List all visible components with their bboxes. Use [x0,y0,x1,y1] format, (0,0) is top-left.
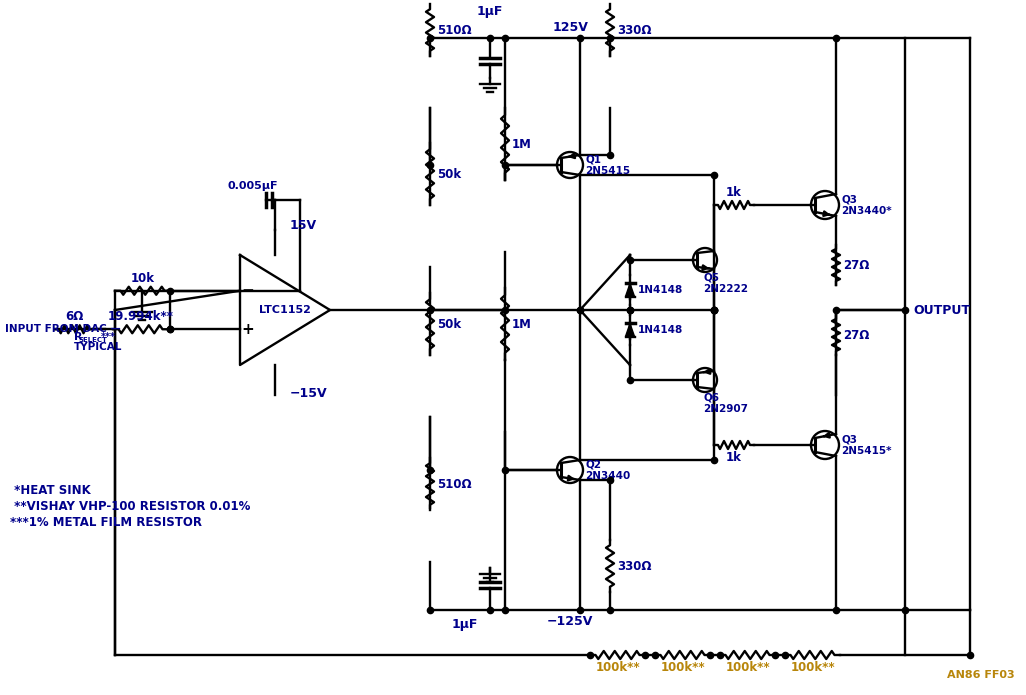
Text: 27Ω: 27Ω [843,329,869,341]
Text: 125V: 125V [552,21,588,34]
Text: −125V: −125V [547,615,593,628]
Text: ***: *** [101,332,116,342]
Text: **VISHAY VHP-100 RESISTOR 0.01%: **VISHAY VHP-100 RESISTOR 0.01% [10,500,250,512]
Text: 100k**: 100k** [725,661,770,674]
Text: 10k: 10k [130,272,155,285]
Text: 15V: 15V [290,218,317,231]
Text: 1μF: 1μF [477,5,503,18]
Text: 1μF: 1μF [451,618,478,631]
Text: 510Ω: 510Ω [437,477,472,491]
Text: 0.005μF: 0.005μF [228,181,278,191]
Text: +: + [242,322,254,337]
Text: LTC1152: LTC1152 [259,305,311,315]
Text: 1k: 1k [726,451,742,464]
Text: ***1% METAL FILM RESISTOR: ***1% METAL FILM RESISTOR [10,516,202,528]
Text: *HEAT SINK: *HEAT SINK [10,484,90,496]
Text: 50k: 50k [437,318,461,331]
Polygon shape [626,284,634,297]
Text: Q2
2N3440: Q2 2N3440 [585,459,630,481]
Text: Q5
2N2222: Q5 2N2222 [703,272,748,293]
Text: 330Ω: 330Ω [617,24,652,37]
Text: INPUT FROM DAC —: INPUT FROM DAC — [5,325,121,334]
Text: 100k**: 100k** [790,661,835,674]
Text: SELECT: SELECT [78,337,107,343]
Text: 27Ω: 27Ω [843,259,869,272]
Text: AN86 FF03: AN86 FF03 [947,670,1015,680]
Text: OUTPUT: OUTPUT [913,304,970,316]
Text: TYPICAL: TYPICAL [74,342,122,352]
Text: 1N4148: 1N4148 [638,285,683,295]
Text: 1M: 1M [512,138,531,151]
Polygon shape [626,323,634,336]
Text: 100k**: 100k** [660,661,705,674]
Text: 1M: 1M [512,318,531,331]
Text: R: R [74,332,82,342]
Text: −15V: −15V [290,386,327,400]
Text: Q1
2N5415: Q1 2N5415 [585,154,630,176]
Text: −: − [242,284,254,298]
Text: 6Ω: 6Ω [65,310,83,323]
Text: 50k: 50k [437,167,461,181]
Text: 1N4148: 1N4148 [638,325,683,335]
Text: Q3
2N3440*: Q3 2N3440* [841,194,892,216]
Text: 19.994k**: 19.994k** [108,310,173,323]
Text: 100k**: 100k** [595,661,640,674]
Text: 1k: 1k [726,186,742,199]
Text: 510Ω: 510Ω [437,24,472,37]
Text: Q6
2N2907: Q6 2N2907 [703,392,748,414]
Text: Q3
2N5415*: Q3 2N5415* [841,434,892,456]
Text: 330Ω: 330Ω [617,559,652,573]
